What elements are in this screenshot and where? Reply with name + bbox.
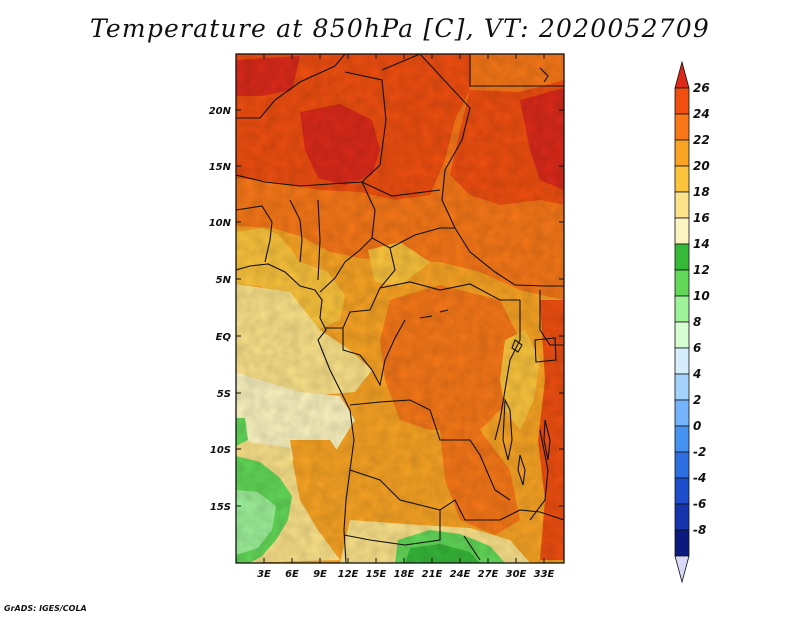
lat-label: 20N <box>209 106 232 117</box>
lon-label: 15E <box>366 569 387 580</box>
colorbar-segment <box>674 399 690 427</box>
lat-label: 10S <box>210 445 231 456</box>
colorbar <box>674 60 690 584</box>
colorbar-segment <box>674 321 690 349</box>
latitude-labels: 20N 15N 10N 5N EQ 5S 10S 15S <box>209 106 232 513</box>
colorbar-label: 6 <box>693 341 701 355</box>
colorbar-segment <box>674 243 690 271</box>
colorbar-label: 10 <box>693 289 710 303</box>
lat-label: 10N <box>209 218 232 229</box>
colorbar-label: 26 <box>693 81 710 95</box>
colorbar-label: -8 <box>693 523 706 537</box>
longitude-labels: 3E 6E 9E 12E 15E 18E 21E 24E 27E 30E 33E <box>257 569 554 580</box>
lon-label: 18E <box>394 569 415 580</box>
grads-credit: GrADS: IGES/COLA <box>4 604 87 613</box>
map-frame <box>235 53 565 564</box>
lat-label: 15N <box>209 162 232 173</box>
lon-label: 21E <box>422 569 443 580</box>
map-ticks <box>236 54 564 563</box>
colorbar-top-arrow <box>674 60 690 89</box>
lon-label: 3E <box>257 569 271 580</box>
colorbar-bottom-arrow <box>674 555 690 584</box>
colorbar-segment <box>674 529 690 557</box>
map-title: Temperature at 850hPa [C], VT: 202005270… <box>90 14 710 43</box>
colorbar-segment <box>674 191 690 219</box>
colorbar-label: 16 <box>693 211 710 225</box>
lon-label: 12E <box>338 569 359 580</box>
colorbar-label: 8 <box>693 315 701 329</box>
country-borders <box>236 54 564 563</box>
lon-label: 33E <box>534 569 555 580</box>
colorbar-segment <box>674 503 690 531</box>
lat-label: 15S <box>210 502 231 513</box>
colorbar-segment <box>674 347 690 375</box>
colorbar-segment <box>674 373 690 401</box>
lon-label: 30E <box>506 569 527 580</box>
lon-label: 9E <box>313 569 327 580</box>
colorbar-label: 22 <box>693 133 710 147</box>
colorbar-label: 18 <box>693 185 710 199</box>
colorbar-segment <box>674 425 690 453</box>
colorbar-segment <box>674 217 690 245</box>
colorbar-label: 14 <box>693 237 710 251</box>
colorbar-label: -6 <box>693 497 706 511</box>
lat-label: 5N <box>216 275 232 286</box>
colorbar-segment <box>674 87 690 115</box>
colorbar-label: 0 <box>693 419 701 433</box>
lat-label: 5S <box>217 389 231 400</box>
lon-label: 27E <box>478 569 499 580</box>
lon-label: 24E <box>450 569 471 580</box>
colorbar-segment <box>674 269 690 297</box>
colorbar-label: 2 <box>693 393 701 407</box>
colorbar-label: 24 <box>693 107 710 121</box>
colorbar-label: -2 <box>693 445 706 459</box>
colorbar-segment <box>674 165 690 193</box>
colorbar-segment <box>674 295 690 323</box>
lat-label: EQ <box>216 332 232 343</box>
colorbar-label: 20 <box>693 159 710 173</box>
colorbar-label: 4 <box>692 367 701 381</box>
colorbar-labels: 26 24 22 20 18 16 14 12 10 8 6 4 2 0 -2 … <box>692 81 710 537</box>
lon-label: 6E <box>285 569 299 580</box>
colorbar-segment <box>674 451 690 479</box>
colorbar-label: -4 <box>693 471 706 485</box>
colorbar-segment <box>674 477 690 505</box>
colorbar-segment <box>674 113 690 141</box>
temperature-field <box>236 54 564 563</box>
colorbar-label: 12 <box>693 263 710 277</box>
colorbar-segment <box>674 139 690 167</box>
